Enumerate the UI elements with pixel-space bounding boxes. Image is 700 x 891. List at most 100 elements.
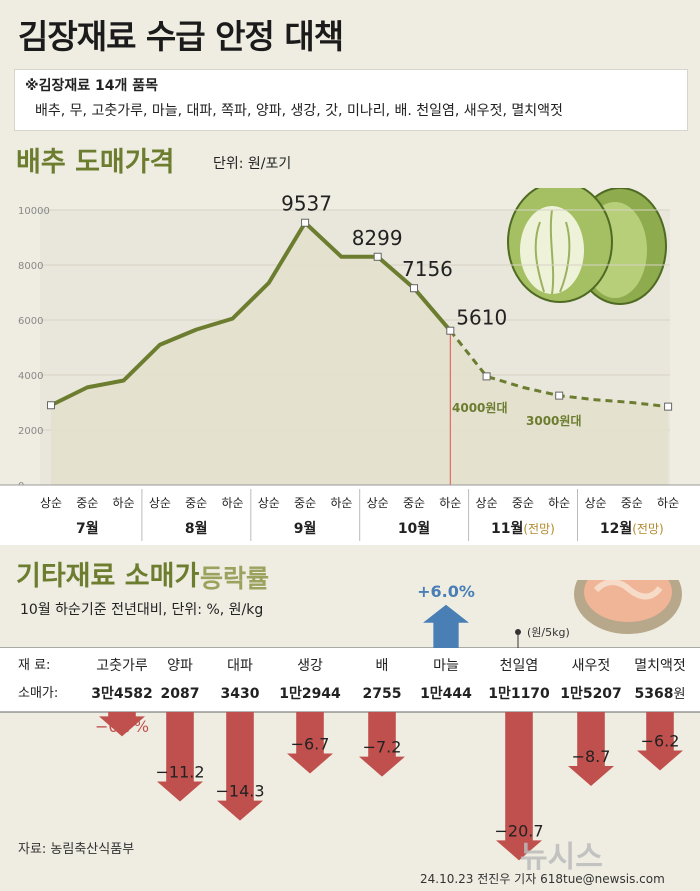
x-tick-label: 상순: [149, 496, 171, 510]
down-arrow: [99, 712, 145, 737]
month-label: 11월(전망): [491, 520, 555, 537]
data-point: [410, 284, 418, 293]
retail-change-chart: 재 료: 소매가: (원/5kg) 고춧가루 3만4582 −0.7% 양파 2087 −11.…: [0, 580, 700, 861]
y-tick-label: 6000: [18, 316, 43, 327]
item-name: 천일염: [500, 658, 539, 674]
x-tick-label: 상순: [258, 496, 280, 510]
item-name: 배: [376, 658, 389, 674]
change-label: −6.2: [641, 731, 680, 750]
x-tick-label: 하순: [113, 496, 135, 510]
item-name: 멸치액젓: [634, 658, 686, 674]
item-name: 대파: [227, 658, 253, 674]
month-label: 12월(전망): [600, 520, 664, 537]
price-area: [51, 222, 669, 486]
x-tick-label: 중순: [185, 496, 207, 510]
items-list: 배추, 무, 고춧가루, 마늘, 대파, 쪽파, 양파, 생강, 갓, 미나리,…: [35, 103, 563, 119]
y-tick-label: 10000: [18, 206, 50, 217]
item-price: 2087: [161, 686, 200, 702]
x-tick-label: 상순: [476, 496, 498, 510]
down-arrow: [637, 712, 683, 771]
items-heading: ※김장재료 14개 품목: [25, 78, 159, 94]
change-label: −0.7%: [95, 717, 149, 736]
table-band: [0, 648, 700, 712]
x-axis-band: [0, 485, 700, 545]
data-point: [373, 252, 382, 261]
item-price: 1만2944: [279, 686, 341, 702]
x-tick-label: 중순: [512, 496, 534, 510]
x-tick-label: 상순: [367, 496, 389, 510]
credit-label: 24.10.23 전진우 기자 618tue@newsis.com: [420, 872, 665, 886]
cabbage-price-chart: 0200040006000800010000953782997156561040…: [0, 188, 700, 545]
forecast-point: [482, 372, 491, 381]
forecast-label: 3000원대: [526, 414, 581, 428]
item-price: 3430: [221, 686, 260, 702]
row-label-price: 소매가:: [18, 686, 58, 701]
down-arrow: [217, 712, 263, 821]
forecast-label: 4000원대: [452, 401, 507, 415]
cabbage-unit-label: 단위: 원/포기: [213, 156, 292, 172]
x-tick-label: 중순: [76, 496, 98, 510]
item-name: 새우젓: [572, 658, 611, 674]
change-label: −6.7: [291, 735, 330, 754]
value-label: 7156: [402, 257, 453, 281]
dish-icon: [574, 580, 682, 634]
down-arrow: [287, 712, 333, 774]
items-box: ※김장재료 14개 품목 배추, 무, 고춧가루, 마늘, 대파, 쪽파, 양파…: [14, 69, 688, 131]
x-tick-label: 하순: [657, 496, 679, 510]
unit-note: (원/5kg): [527, 626, 570, 639]
month-label: 8월: [185, 520, 208, 537]
change-label: +6.0%: [417, 582, 475, 601]
value-label: 8299: [352, 226, 403, 250]
x-tick-label: 상순: [40, 496, 62, 510]
x-tick-label: 하순: [439, 496, 461, 510]
row-label-item: 재 료:: [18, 658, 50, 673]
forecast-point: [664, 402, 673, 411]
item-name: 고춧가루: [96, 658, 148, 674]
others-note: 10월 하순기준 전년대비, 단위: %, 원/kg: [20, 602, 264, 618]
down-arrow: [157, 712, 203, 802]
down-arrow: [568, 712, 614, 786]
value-label: 9537: [281, 192, 332, 216]
cabbage-icon: [507, 188, 667, 305]
data-point: [301, 218, 310, 227]
item-price: 5368원: [635, 686, 686, 702]
down-arrow: [359, 712, 405, 777]
y-tick-label: 2000: [18, 426, 43, 437]
others-chart-subtitle: 등락률: [200, 564, 270, 593]
x-tick-label: 상순: [584, 496, 606, 510]
up-arrow: [423, 604, 469, 648]
item-price: 1만1170: [488, 686, 550, 702]
data-point: [446, 326, 455, 335]
item-price: 2755: [363, 686, 402, 702]
y-tick-label: 8000: [18, 261, 43, 272]
source-label: 자료: 농림축산식품부: [18, 842, 135, 857]
value-label: 5610: [456, 306, 507, 330]
newsis-logo: 뉴시스: [520, 840, 603, 875]
item-name: 마늘: [433, 658, 459, 674]
x-tick-label: 하순: [548, 496, 570, 510]
page-title: 김장재료 수급 안정 대책: [18, 17, 344, 56]
x-tick-label: 중순: [294, 496, 316, 510]
change-label: −11.2: [155, 762, 204, 781]
month-label: 7월: [76, 520, 99, 537]
item-price: 3만4582: [91, 686, 153, 702]
item-price: 1만444: [420, 686, 472, 702]
x-tick-label: 하순: [330, 496, 352, 510]
data-point: [47, 401, 55, 410]
down-arrow: [496, 712, 542, 861]
change-label: −14.3: [215, 782, 264, 801]
item-name: 양파: [167, 658, 193, 674]
others-chart-title: 기타재료 소매가: [16, 561, 200, 592]
item-name: 생강: [297, 658, 323, 674]
change-label: −7.2: [363, 738, 402, 757]
forecast-point: [555, 391, 564, 400]
change-label: −20.7: [494, 821, 543, 840]
x-tick-label: 중순: [403, 496, 425, 510]
x-tick-label: 하순: [221, 496, 243, 510]
item-price: 1만5207: [560, 686, 622, 702]
actual-price-line: [50, 220, 452, 408]
x-tick-label: 중순: [621, 496, 643, 510]
month-label: 9월: [294, 520, 317, 537]
month-label: 10월: [398, 520, 430, 537]
y-tick-label: 4000: [18, 371, 43, 382]
